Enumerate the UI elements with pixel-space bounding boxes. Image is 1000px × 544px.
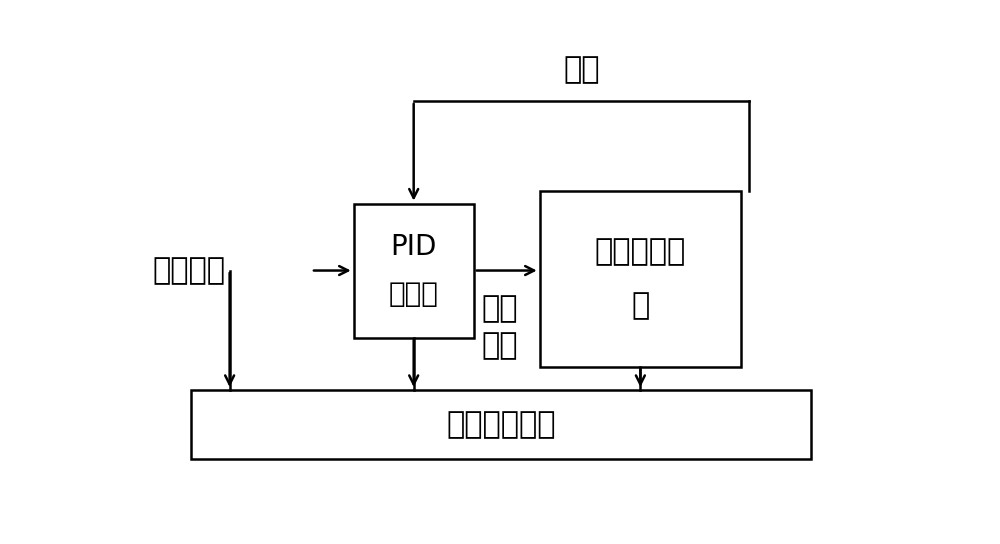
- Text: PID: PID: [390, 233, 437, 262]
- Text: 指令: 指令: [482, 294, 518, 323]
- Text: 控制器: 控制器: [389, 280, 439, 307]
- Text: 转速: 转速: [563, 55, 600, 84]
- Bar: [354, 203, 474, 337]
- Text: 电压: 电压: [482, 331, 518, 361]
- Text: 飞轮开环模: 飞轮开环模: [595, 237, 686, 266]
- Text: 型: 型: [631, 292, 650, 320]
- Bar: [191, 390, 811, 459]
- Text: 数据采集系统: 数据采集系统: [446, 410, 556, 439]
- Text: 转速指令: 转速指令: [152, 256, 225, 285]
- Bar: [540, 191, 741, 367]
